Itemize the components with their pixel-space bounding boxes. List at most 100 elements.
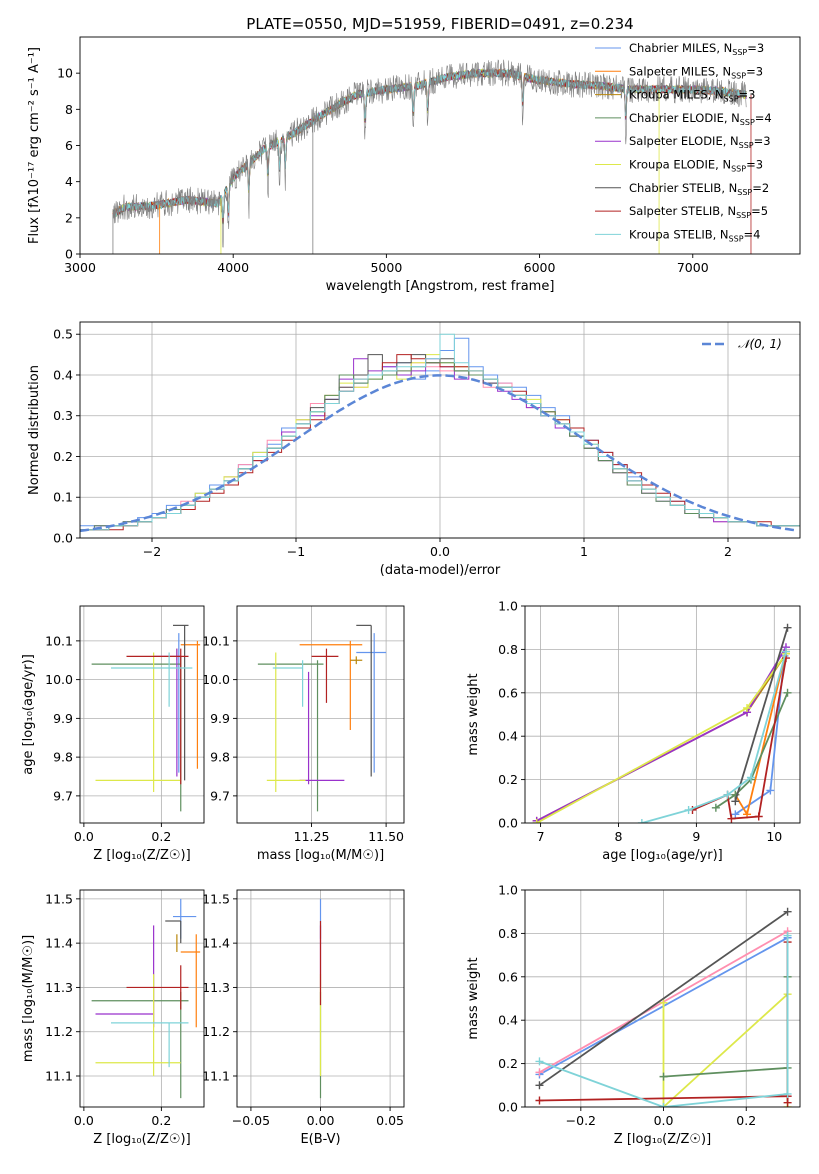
legend-entry: Chabrier STELIB, NSSP=2 [629,181,769,197]
x-axis-label: Z [log₁₀(Z/Z☉)] [93,1132,190,1147]
weight-point-marker [535,1057,544,1066]
y-tick-label: 0.6 [498,969,518,984]
y-axis-label: Flux [fλ10⁻¹⁷ erg cm⁻² s⁻¹ A⁻¹] [27,47,42,244]
legend-entry: 𝒩(0, 1) [738,337,782,351]
histogram-series [80,333,800,538]
x-axis-label: wavelength [Angstrom, rest frame] [326,279,555,294]
x-tick-label: 0.2 [151,1113,171,1128]
y-tick-label: 0.3 [53,408,73,423]
chart-mass-vs-Z: 0.0 0.2 11.1 11.2 11.3 11.4 11.5 Z [log₁₀(Z/Z☉)… [21,889,205,1147]
plot-area-age-vs-mass [257,624,387,812]
y-tick-label: 11.1 [202,1069,230,1084]
x-tick-label: 0.05 [376,1113,404,1128]
y-tick-label: 9.8 [210,750,230,765]
y-tick-label: 11.4 [45,936,73,951]
plot-area-mass-weight-vs-age [532,623,792,823]
legend-entry: Kroupa STELIB, NSSP=4 [629,227,760,243]
weight-point-marker [711,803,720,812]
weight-point-marker [723,790,732,799]
weight-point-marker [766,786,775,795]
legend-entry: Salpeter ELODIE, NSSP=3 [629,134,771,150]
x-tick-label: 10 [766,829,782,844]
y-axis-label: mass [log₁₀(M/M☉)] [21,935,36,1062]
x-tick-label: −0.2 [566,1113,596,1128]
x-axis-label: (data-model)/error [380,563,501,578]
x-tick-label: 11.50 [368,829,404,844]
chart-residual-hist: 𝒩(0, 1) −2 −1 0.0 1 2 0.0 0.1 0.2 0.3 0.4 0.5 (data-… [27,321,801,578]
x-tick-label: 11.25 [294,829,330,844]
y-tick-label: 9.8 [53,750,73,765]
chart-spectrum: Chabrier MILES, NSSP=3 Salpeter MILES, NS… [27,36,801,294]
y-tick-label: 0.6 [498,685,518,700]
y-axis-label: mass weight [466,957,481,1039]
x-tick-label: 8 [615,829,623,844]
x-tick-label: 7000 [677,260,709,275]
weight-point-marker [659,1103,668,1107]
y-tick-label: 9.9 [210,711,230,726]
axes-frame [79,889,205,1108]
y-tick-label: 0 [65,247,73,262]
y-tick-label: 0.2 [498,1056,518,1071]
weight-point-marker [783,1098,792,1107]
x-tick-label: 0.0 [430,544,450,559]
weight-point-marker [731,810,740,819]
axes-frame [79,605,205,824]
weight-point-marker [743,703,752,712]
x-tick-label: 3000 [64,260,96,275]
y-tick-label: 0.2 [498,772,518,787]
plot-area-spectrum [112,59,752,254]
weight-point-marker [781,647,790,656]
y-tick-label: 0.0 [53,531,73,546]
weight-point-marker [783,623,792,632]
figure-title: PLATE=0550, MJD=51959, FIBERID=0491, z=0… [246,15,633,33]
weight-point-marker [684,805,693,814]
weight-point-marker [535,1096,544,1105]
observed-spectrum-line [112,59,747,248]
weight-point-marker [535,1081,544,1090]
legend-entry: Salpeter MILES, NSSP=3 [629,64,763,80]
x-axis-label: Z [log₁₀(Z/Z☉)] [614,1132,711,1147]
x-tick-label: −1 [287,544,305,559]
plot-area-age-vs-Z [91,624,201,812]
y-tick-label: 0.2 [53,449,73,464]
weight-point-marker [783,1089,792,1098]
axes-frame [236,605,405,824]
x-tick-label: 9 [692,829,700,844]
weight-point-marker [783,931,792,940]
y-axis-label: Normed distribution [27,365,42,495]
legend-entry: Kroupa ELODIE, NSSP=3 [629,158,763,174]
y-tick-label: 6 [65,138,73,153]
y-tick-label: 0.4 [498,1013,518,1028]
weight-series-line [715,692,789,809]
x-tick-label: −2 [143,544,161,559]
x-tick-label: 0.0 [74,829,94,844]
x-tick-label: 5000 [370,260,402,275]
y-tick-label: 11.5 [45,891,73,906]
weight-series-line [538,910,789,1087]
y-tick-label: 11.3 [202,980,230,995]
y-tick-label: 9.9 [53,711,73,726]
y-axis-label: age [log₁₀(age/yr)] [21,654,36,775]
y-tick-label: 0.8 [498,926,518,941]
y-tick-label: 0.0 [498,816,518,831]
y-tick-label: 8 [65,102,73,117]
y-tick-label: 10 [57,66,73,81]
y-tick-label: 10.1 [45,633,73,648]
weight-point-marker [659,998,668,1007]
chart-age-vs-Z: 0.0 0.2 9.7 9.8 9.9 10.0 10.1 Z [log₁₀(Z/Z☉)] ag… [21,605,205,863]
weight-point-marker [727,814,736,823]
y-tick-label: 10.1 [202,633,230,648]
x-tick-label: 6000 [524,260,556,275]
x-tick-label: 0.0 [654,1113,674,1128]
axes-frame [524,889,801,1108]
chart-age-vs-mass: 11.25 11.50 9.7 9.8 9.9 10.0 10.1 mass [log₁₀(M… [202,605,405,863]
x-axis-label: Z [log₁₀(Z/Z☉)] [93,848,190,863]
legend-entry: Chabrier MILES, NSSP=3 [629,41,764,57]
x-tick-label: 4000 [217,260,249,275]
chart-mass-weight-vs-age: 7 8 9 10 0.0 0.2 0.4 0.6 0.8 1.0 age [log₁₀(age/yr… [466,599,801,863]
y-tick-label: 10.0 [45,672,73,687]
y-tick-label: 0.0 [498,1100,518,1115]
legend-entry: Chabrier ELODIE, NSSP=4 [629,111,772,127]
